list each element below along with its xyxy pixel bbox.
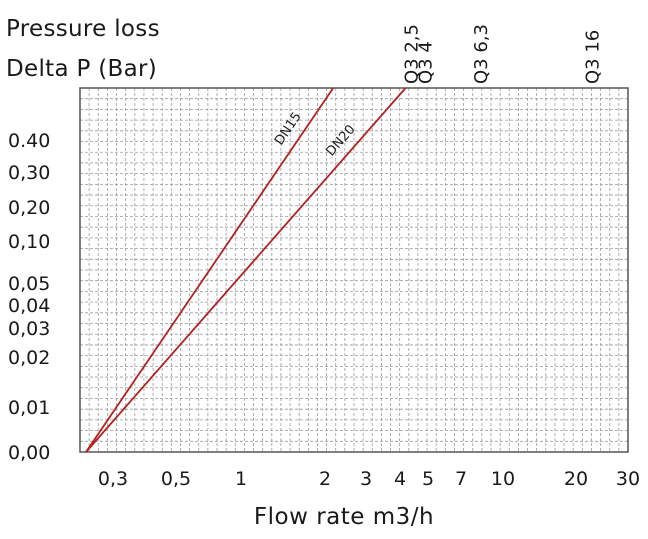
grid [79,87,629,453]
y-tick-label: 0,10 [8,231,50,253]
x-tick-label: 2 [319,468,331,490]
y-tick-labels: 0,00 0,01 0,02 0,030,040,05 0,10 0,20 0,30 0.40 [8,130,50,464]
top-q3-labels: Q3 2,5Q3 4 Q3 6,3 Q3 16 [402,24,604,84]
plot-frame [79,87,629,453]
y-tick-label: 0,01 [8,397,50,419]
x-tick-label: 10 [491,468,515,490]
x-tick-label: 3 [360,468,372,490]
x-axis-title: Flow rate m3/h [253,504,435,530]
y-axis-title-line-2: Delta P (Bar) [6,56,158,82]
series-label-dn20: DN20 [323,122,358,159]
y-tick-label: 0,03 [8,318,50,340]
x-tick-label: 5 [422,468,434,490]
y-tick-label: 0,30 [8,162,50,184]
x-tick-label: 7 [455,468,467,490]
top-q3-label: Q3 4 [416,41,437,84]
x-tick-label: 30 [616,468,640,490]
x-tick-label: 4 [394,468,406,490]
y-tick-label: 0,20 [8,197,50,219]
series-label-dn15: DN15 [272,110,305,148]
y-tick-label: 0,04 [8,295,50,317]
y-tick-label: 0,05 [8,273,50,295]
series-line-dn15 [85,87,334,453]
series-line-dn20 [85,87,407,453]
x-tick-label: 0,5 [161,468,191,490]
top-q3-label: Q3 6,3 [471,24,492,84]
x-tick-label: 1 [235,468,247,490]
y-tick-label: 0,00 [8,442,50,464]
x-tick-label: 20 [564,468,588,490]
top-q3-label: Q3 2,5 [402,24,423,84]
y-tick-label: 0.40 [8,130,50,152]
y-axis-title-line-1: Pressure loss [6,16,160,42]
y-tick-label: 0,02 [8,347,50,369]
x-tick-labels: 0,3 0,5 1 2 3 4 5 7 10 20 30 [98,468,640,490]
x-tick-label: 0,3 [98,468,128,490]
top-q3-label: Q3 16 [582,30,603,84]
